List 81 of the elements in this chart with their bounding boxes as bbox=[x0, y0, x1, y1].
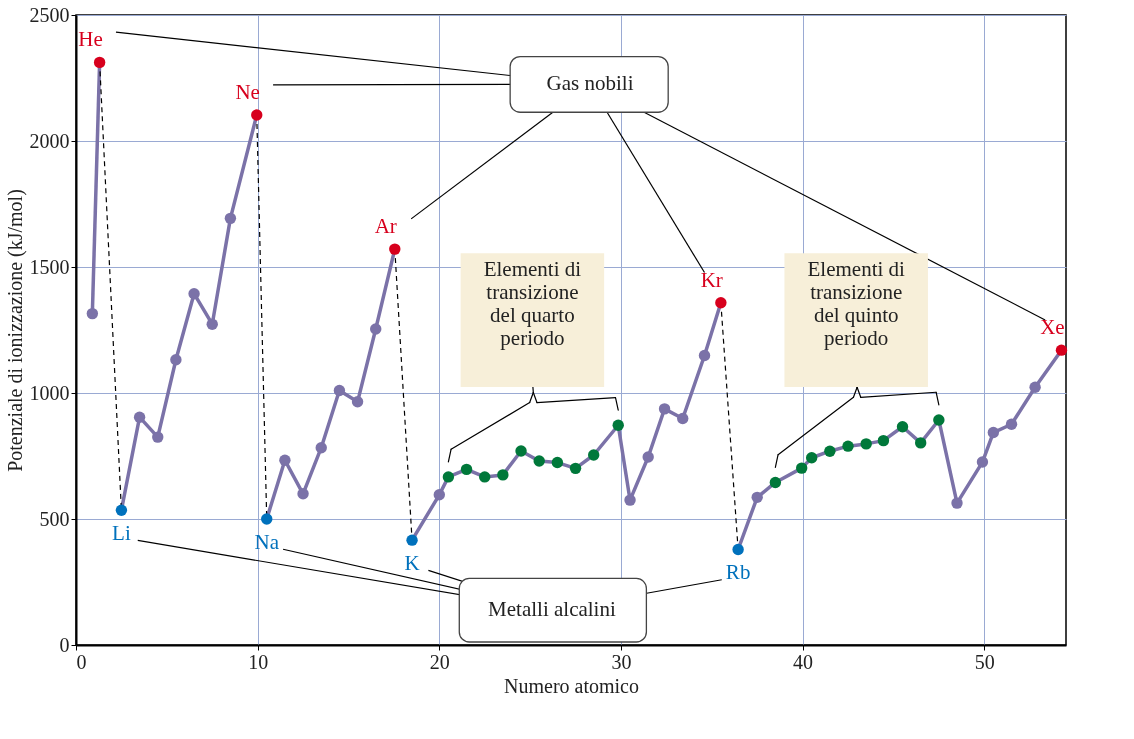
point bbox=[515, 445, 527, 457]
point bbox=[588, 449, 600, 461]
annotation: Metalli alcalini bbox=[488, 597, 616, 622]
point bbox=[533, 455, 545, 467]
point bbox=[251, 109, 263, 121]
point bbox=[93, 56, 106, 69]
point bbox=[715, 297, 727, 309]
point bbox=[333, 384, 346, 397]
point bbox=[206, 318, 218, 330]
point bbox=[479, 471, 491, 483]
point bbox=[842, 440, 854, 452]
point bbox=[896, 421, 909, 433]
point bbox=[751, 491, 763, 504]
x-tick-label: 30 bbox=[611, 650, 632, 673]
point bbox=[642, 451, 654, 463]
point bbox=[370, 323, 382, 335]
point bbox=[824, 445, 836, 457]
point bbox=[987, 426, 1000, 439]
point bbox=[433, 489, 445, 501]
point bbox=[170, 354, 182, 366]
point bbox=[796, 462, 808, 474]
point bbox=[497, 469, 509, 481]
point bbox=[460, 463, 473, 476]
x-tick-label: 40 bbox=[793, 650, 814, 673]
x-tick-label: 50 bbox=[974, 650, 995, 673]
point bbox=[677, 412, 689, 425]
x-axis-title: Numero atomico bbox=[504, 674, 639, 697]
point bbox=[769, 476, 782, 489]
y-axis-title: Potenziale di ionizzazione (kJ/mol) bbox=[3, 189, 27, 472]
annotation: Li bbox=[112, 521, 131, 546]
point bbox=[1055, 344, 1068, 356]
point bbox=[152, 431, 164, 443]
y-tick-label: 500 bbox=[39, 507, 70, 530]
point bbox=[805, 452, 818, 464]
annotation: He bbox=[78, 27, 103, 52]
point bbox=[406, 534, 418, 546]
x-tick-label: 10 bbox=[248, 650, 269, 673]
point bbox=[351, 396, 364, 408]
annotation: Ar bbox=[374, 214, 397, 239]
point bbox=[877, 434, 890, 447]
y-tick-label: 2000 bbox=[29, 129, 70, 152]
y-tick-label: 0 bbox=[59, 633, 70, 656]
annotation: Gas nobili bbox=[546, 71, 634, 96]
point bbox=[315, 441, 327, 454]
point bbox=[732, 543, 744, 556]
point bbox=[389, 243, 401, 255]
point bbox=[442, 471, 455, 483]
point bbox=[624, 494, 636, 506]
annotation: Kr bbox=[700, 267, 723, 292]
point bbox=[133, 411, 146, 423]
annotation: Elementi di transizione del quinto periodo bbox=[807, 257, 906, 351]
point bbox=[551, 456, 564, 469]
annotation: Rb bbox=[725, 560, 751, 585]
point bbox=[297, 488, 309, 500]
point bbox=[698, 349, 711, 362]
y-tick-label: 1000 bbox=[29, 381, 70, 404]
point bbox=[188, 288, 200, 300]
point bbox=[279, 454, 291, 466]
point bbox=[261, 513, 273, 525]
point bbox=[914, 437, 927, 449]
point bbox=[976, 456, 989, 468]
x-tick-label: 0 bbox=[76, 650, 87, 673]
y-tick-label: 1500 bbox=[29, 255, 70, 278]
point bbox=[658, 403, 671, 415]
annotation: Xe bbox=[1040, 315, 1065, 340]
point bbox=[86, 307, 99, 320]
y-tick-label: 2500 bbox=[29, 3, 70, 26]
point bbox=[224, 212, 237, 225]
point bbox=[115, 504, 128, 516]
annotation: Elementi di transizione del quarto periodo bbox=[483, 257, 582, 351]
annotation: Ne bbox=[235, 80, 260, 105]
point bbox=[1005, 418, 1018, 430]
annotation: K bbox=[404, 551, 420, 576]
point bbox=[569, 462, 582, 475]
point bbox=[951, 497, 963, 509]
annotation: Na bbox=[254, 530, 280, 554]
point bbox=[1029, 381, 1041, 393]
point bbox=[860, 438, 872, 450]
x-tick-label: 20 bbox=[429, 650, 450, 673]
point bbox=[612, 419, 624, 431]
point bbox=[933, 414, 945, 426]
